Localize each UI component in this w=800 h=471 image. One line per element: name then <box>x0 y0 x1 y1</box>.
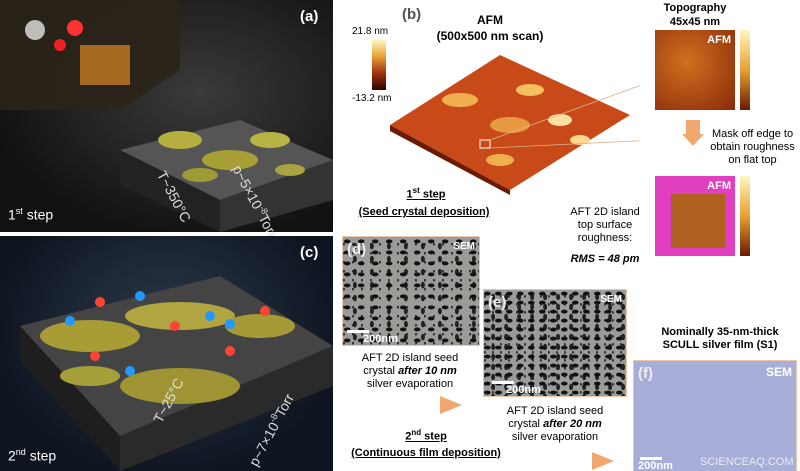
masked-colorbar <box>740 176 750 256</box>
panel-label: (a) <box>300 8 319 25</box>
title-line: Nominally 35-nm-thick <box>661 326 779 338</box>
note-line: roughness: <box>577 232 633 244</box>
caption-line: AFT 2D island seed <box>361 352 459 364</box>
step-label: 2nd step <box>8 447 56 464</box>
sem-tag: SEM <box>600 294 622 305</box>
panel-c-illustration <box>20 276 333 471</box>
step-label: 1st step <box>366 186 486 201</box>
caption-line: silver evaporation <box>511 431 599 443</box>
caption-emph: after 20 nm <box>543 418 602 430</box>
step-num: 1 <box>406 188 413 201</box>
step-sup: st <box>15 206 23 216</box>
inset-image: AFM <box>655 30 735 110</box>
arrow <box>686 120 700 134</box>
arrow <box>440 396 462 414</box>
step-label: 1st step <box>8 206 53 223</box>
note-line: AFT 2D island <box>570 206 640 218</box>
panel-a: (a) 1st step T~350°C p~5×10-8Torr <box>0 0 333 240</box>
step-desc: (Continuous film deposition) <box>351 447 501 459</box>
mask-note: Mask off edge to obtain roughness on fla… <box>705 128 800 167</box>
note-line: on flat top <box>728 154 777 166</box>
note-line: top surface <box>577 219 633 231</box>
colorbar <box>372 40 386 90</box>
step-num: 2 <box>405 430 412 443</box>
watermark: SCIENCEAQ.COM <box>700 456 794 468</box>
sem-image-e: (e) SEM 200nm <box>483 289 627 397</box>
title-line: SCULL silver film (S1) <box>662 339 778 351</box>
inset-title: Topography <box>663 2 727 14</box>
panel-label: (e) <box>488 294 507 311</box>
caption-text: crystal <box>363 365 399 377</box>
arrow <box>592 452 614 470</box>
caption-line: AFT 2D island seed <box>506 405 604 417</box>
caption-line: silver evaporation <box>366 378 454 390</box>
scale-label: 200nm <box>638 460 673 471</box>
panel-label: (c) <box>300 244 319 261</box>
step-text: step <box>419 188 446 201</box>
inset-colorbar <box>740 30 750 110</box>
caption-text: crystal <box>508 418 544 430</box>
step-label: 2nd step <box>366 428 486 443</box>
masked-tag: AFM <box>707 180 731 192</box>
panel-a-illustration <box>0 0 333 232</box>
arrow-head <box>682 134 704 146</box>
caption-line: crystal after 20 nm <box>495 418 615 431</box>
film-title: Nominally 35-nm-thick SCULL silver film … <box>650 326 790 352</box>
step-desc: (Seed crystal deposition) <box>358 206 490 218</box>
step-text: step <box>421 430 447 443</box>
caption-e: AFT 2D island seed crystal after 20 nm s… <box>495 405 615 444</box>
afm-surface <box>390 55 640 195</box>
note-line: Mask off edge to <box>711 128 794 140</box>
sem-tag: SEM <box>765 365 792 379</box>
note-line: obtain roughness <box>710 141 795 153</box>
rms: RMS = 48 pm <box>570 253 640 265</box>
step-sup: nd <box>411 428 422 437</box>
step-num: 2 <box>8 447 16 464</box>
step-text: step <box>22 206 54 223</box>
panel-c: (c) 2nd step T~25°C p~7×10-8Torr <box>0 236 333 471</box>
step-num: 1 <box>8 206 16 223</box>
afm-title: AFM <box>477 13 503 27</box>
caption-d: AFT 2D island seed crystal after 10 nm s… <box>350 352 470 391</box>
scale-bar <box>492 381 514 384</box>
masked-area <box>671 194 725 248</box>
roughness-note: AFT 2D island top surface roughness: <box>560 206 650 245</box>
scale-bar <box>347 330 369 333</box>
step-text: step <box>25 447 57 464</box>
sem-tag: SEM <box>453 241 475 252</box>
inset-tag: AFM <box>707 34 731 46</box>
masked-image: AFM <box>655 176 735 256</box>
scale-label: 200nm <box>363 333 398 345</box>
scale-bar <box>640 457 662 460</box>
step-sup: nd <box>15 447 26 457</box>
afm-subtitle: (500x500 nm scan) <box>436 29 544 43</box>
sem-image-f: (f) SEM 200nm <box>633 360 797 471</box>
panel-label: (f) <box>638 365 653 382</box>
caption-emph: after 10 nm <box>398 365 457 377</box>
caption-line: crystal after 10 nm <box>350 365 470 378</box>
sem-image-d: (d) SEM 200nm <box>342 236 480 346</box>
scale-label: 200nm <box>506 384 541 396</box>
panel-label: (b) <box>402 6 422 23</box>
inset-size: 45x45 nm <box>669 16 721 28</box>
step-sup: st <box>412 186 420 195</box>
panel-label: (d) <box>347 241 367 258</box>
colorbar-min: -13.2 nm <box>352 93 392 104</box>
colorbar-max: 21.8 nm <box>352 26 389 37</box>
